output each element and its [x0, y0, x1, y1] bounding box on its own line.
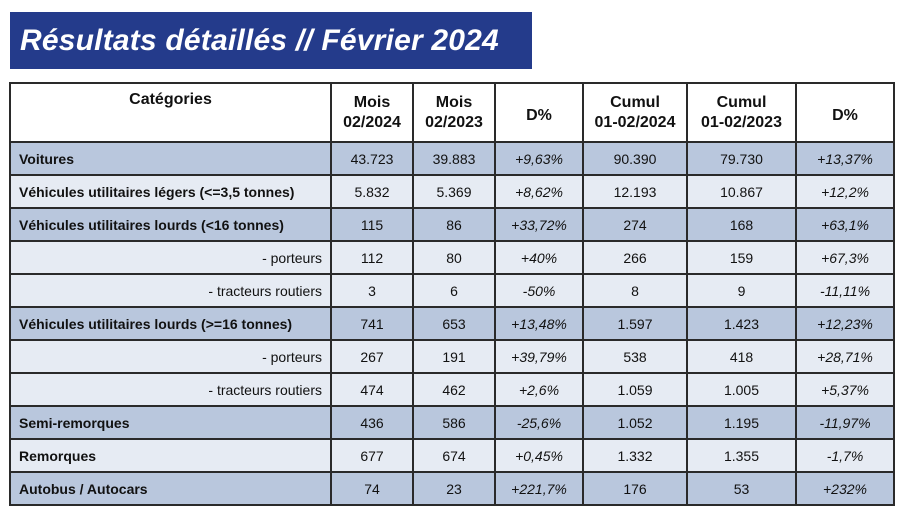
delta-cumul-cell: +12,2% [795, 174, 895, 209]
category-cell: - porteurs [9, 339, 332, 374]
mois-2023-cell: 39.883 [412, 141, 496, 176]
cumul-2024-cell: 176 [582, 471, 688, 506]
header-delta-cumul: D% [795, 82, 895, 143]
cumul-2024-cell: 1.059 [582, 372, 688, 407]
table-row: - tracteurs routiers 474 462 +2,6% 1.059 1.00… [9, 372, 895, 407]
cumul-2024-cell: 1.597 [582, 306, 688, 341]
mois-2024-cell: 5.832 [330, 174, 414, 209]
mois-2024-cell: 3 [330, 273, 414, 308]
mois-2024-cell: 115 [330, 207, 414, 242]
delta-mois-cell: +0,45% [494, 438, 584, 473]
delta-mois-cell: +9,63% [494, 141, 584, 176]
header-row: Catégories Mois 02/2024 Mois 02/2023 D% Cumul 0… [9, 82, 895, 143]
cumul-2024-cell: 266 [582, 240, 688, 275]
header-delta-mois: D% [494, 82, 584, 143]
cumul-2023-cell: 10.867 [686, 174, 797, 209]
delta-mois-cell: +40% [494, 240, 584, 275]
cumul-2023-cell: 1.005 [686, 372, 797, 407]
cumul-2024-cell: 1.052 [582, 405, 688, 440]
table-row: - porteurs 267 191 +39,79% 538 418 +28,71% [9, 339, 895, 374]
cumul-2024-cell: 12.193 [582, 174, 688, 209]
cumul-2024-cell: 538 [582, 339, 688, 374]
cumul-2023-cell: 9 [686, 273, 797, 308]
delta-cumul-cell: +28,71% [795, 339, 895, 374]
mois-2023-cell: 653 [412, 306, 496, 341]
cumul-2023-cell: 79.730 [686, 141, 797, 176]
category-cell: Voitures [9, 141, 332, 176]
category-cell: Autobus / Autocars [9, 471, 332, 506]
mois-2024-cell: 474 [330, 372, 414, 407]
mois-2023-cell: 586 [412, 405, 496, 440]
delta-mois-cell: +2,6% [494, 372, 584, 407]
header-mois-2023: Mois 02/2023 [412, 82, 496, 143]
category-cell: - porteurs [9, 240, 332, 275]
delta-cumul-cell: +12,23% [795, 306, 895, 341]
category-cell: - tracteurs routiers [9, 273, 332, 308]
mois-2024-cell: 112 [330, 240, 414, 275]
mois-2024-cell: 43.723 [330, 141, 414, 176]
cumul-2023-cell: 1.423 [686, 306, 797, 341]
mois-2023-cell: 86 [412, 207, 496, 242]
category-cell: Semi-remorques [9, 405, 332, 440]
delta-mois-cell: -50% [494, 273, 584, 308]
delta-mois-cell: +33,72% [494, 207, 584, 242]
category-cell: Véhicules utilitaires légers (<=3,5 tonn… [9, 174, 332, 209]
cumul-2024-cell: 1.332 [582, 438, 688, 473]
table-row: Autobus / Autocars 74 23 +221,7% 176 53 +232% [9, 471, 895, 506]
table-row: Remorques 677 674 +0,45% 1.332 1.355 -1,7% [9, 438, 895, 473]
mois-2023-cell: 5.369 [412, 174, 496, 209]
results-table: Catégories Mois 02/2024 Mois 02/2023 D% Cumul 0… [9, 82, 895, 506]
cumul-2023-cell: 53 [686, 471, 797, 506]
mois-2023-cell: 674 [412, 438, 496, 473]
mois-2024-cell: 267 [330, 339, 414, 374]
category-cell: Véhicules utilitaires lourds (<16 tonnes… [9, 207, 332, 242]
delta-cumul-cell: +63,1% [795, 207, 895, 242]
delta-cumul-cell: +5,37% [795, 372, 895, 407]
header-cumul-2024: Cumul 01-02/2024 [582, 82, 688, 143]
mois-2024-cell: 436 [330, 405, 414, 440]
cumul-2023-cell: 168 [686, 207, 797, 242]
delta-cumul-cell: +232% [795, 471, 895, 506]
delta-cumul-cell: +67,3% [795, 240, 895, 275]
delta-cumul-cell: -11,97% [795, 405, 895, 440]
delta-mois-cell: +221,7% [494, 471, 584, 506]
delta-mois-cell: +39,79% [494, 339, 584, 374]
mois-2024-cell: 74 [330, 471, 414, 506]
cumul-2024-cell: 274 [582, 207, 688, 242]
mois-2024-cell: 741 [330, 306, 414, 341]
delta-mois-cell: +13,48% [494, 306, 584, 341]
mois-2023-cell: 80 [412, 240, 496, 275]
table-row: - tracteurs routiers 3 6 -50% 8 9 -11,11% [9, 273, 895, 308]
cumul-2024-cell: 90.390 [582, 141, 688, 176]
cumul-2023-cell: 1.195 [686, 405, 797, 440]
delta-mois-cell: -25,6% [494, 405, 584, 440]
mois-2024-cell: 677 [330, 438, 414, 473]
table-row: - porteurs 112 80 +40% 266 159 +67,3% [9, 240, 895, 275]
delta-cumul-cell: -1,7% [795, 438, 895, 473]
category-cell: Véhicules utilitaires lourds (>=16 tonne… [9, 306, 332, 341]
header-mois-2024: Mois 02/2024 [330, 82, 414, 143]
delta-mois-cell: +8,62% [494, 174, 584, 209]
mois-2023-cell: 191 [412, 339, 496, 374]
category-cell: Remorques [9, 438, 332, 473]
mois-2023-cell: 23 [412, 471, 496, 506]
header-cumul-2023: Cumul 01-02/2023 [686, 82, 797, 143]
cumul-2023-cell: 418 [686, 339, 797, 374]
delta-cumul-cell: -11,11% [795, 273, 895, 308]
table-row: Véhicules utilitaires lourds (>=16 tonne… [9, 306, 895, 341]
delta-cumul-cell: +13,37% [795, 141, 895, 176]
table-row: Semi-remorques 436 586 -25,6% 1.052 1.195 -11,… [9, 405, 895, 440]
mois-2023-cell: 462 [412, 372, 496, 407]
header-categories: Catégories [9, 82, 332, 143]
mois-2023-cell: 6 [412, 273, 496, 308]
category-cell: - tracteurs routiers [9, 372, 332, 407]
cumul-2023-cell: 159 [686, 240, 797, 275]
table-row: Véhicules utilitaires lourds (<16 tonnes… [9, 207, 895, 242]
cumul-2023-cell: 1.355 [686, 438, 797, 473]
table-row: Voitures 43.723 39.883 +9,63% 90.390 79.730 +1… [9, 141, 895, 176]
cumul-2024-cell: 8 [582, 273, 688, 308]
table-row: Véhicules utilitaires légers (<=3,5 tonn… [9, 174, 895, 209]
page-title: Résultats détaillés // Février 2024 [10, 12, 532, 69]
